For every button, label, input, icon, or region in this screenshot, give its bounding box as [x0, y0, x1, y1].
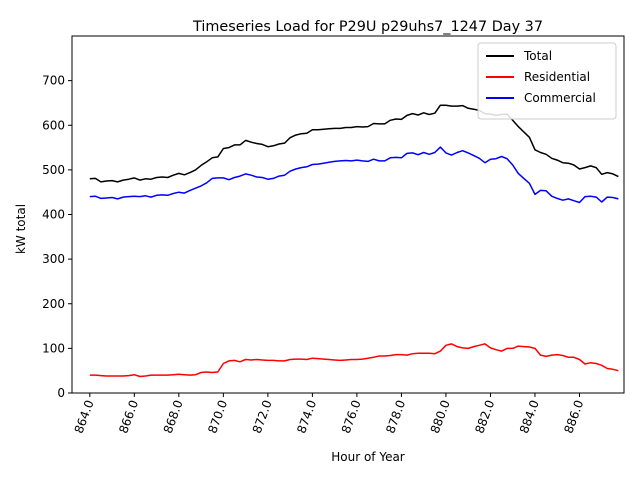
y-tick-label: 500 [42, 163, 65, 177]
chart-title: Timeseries Load for P29U p29uhs7_1247 Da… [192, 19, 543, 35]
series-lines [89, 104, 619, 378]
legend-label-commercial: Commercial [524, 91, 596, 105]
series-line-residential [89, 343, 619, 378]
y-tick-label: 600 [42, 118, 65, 132]
legend: Total Residential Commercial [477, 42, 617, 120]
y-tick-label: 700 [42, 74, 65, 88]
y-tick-label: 200 [42, 297, 65, 311]
y-tick-label: 0 [57, 386, 65, 400]
plot-frame [71, 35, 625, 394]
y-tick-label: 100 [42, 341, 65, 355]
legend-label-residential: Residential [524, 70, 590, 84]
y-axis-label: kW total [14, 204, 28, 254]
x-axis-label: Hour of Year [331, 450, 405, 464]
legend-box [477, 42, 617, 120]
y-tick-label: 300 [42, 252, 65, 266]
legend-label-total: Total [523, 49, 552, 63]
y-axis: 0 100 200 300 400 500 600 700 [42, 74, 72, 400]
y-tick-label: 400 [42, 208, 65, 222]
series-line-commercial [89, 146, 619, 204]
series-line-total [89, 104, 619, 183]
